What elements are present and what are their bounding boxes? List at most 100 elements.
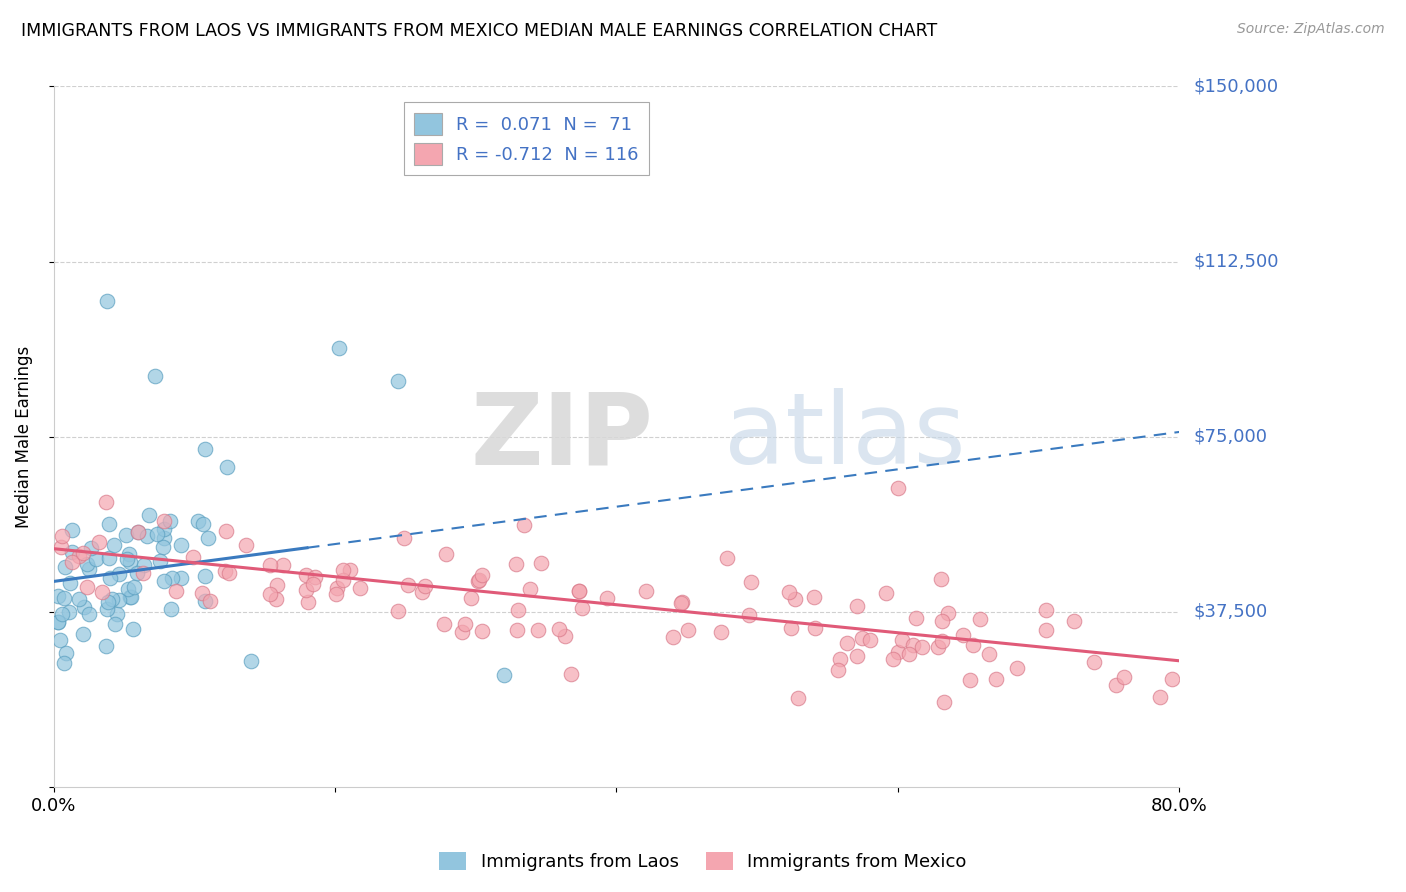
Point [136, 529, 159, 543]
Point [132, 566, 155, 580]
Point [434, 547, 457, 561]
Point [149, 553, 172, 567]
Text: atlas: atlas [470, 388, 966, 485]
Point [803, 591, 825, 605]
Text: $112,500: $112,500 [1194, 252, 1278, 270]
Point [304, 569, 326, 583]
Point [716, 551, 738, 566]
Legend: Immigrants from Laos, Immigrants from Mexico: Immigrants from Laos, Immigrants from Me… [432, 845, 974, 879]
Point [51, 529, 73, 543]
Point [170, 570, 193, 584]
Legend: R =  0.071  N =  71, R = -0.712  N = 116: R = 0.071 N = 71, R = -0.712 N = 116 [404, 103, 650, 176]
Point [138, 508, 160, 523]
Point [103, 538, 125, 552]
Point [190, 585, 212, 599]
Point [127, 525, 149, 540]
Point [118, 547, 141, 561]
Point [198, 593, 221, 607]
Point [125, 566, 148, 580]
Point [927, 640, 949, 654]
Point [339, 563, 361, 577]
Point [519, 582, 541, 596]
Point [60, 555, 83, 569]
Point [271, 558, 294, 572]
Point [60, 544, 83, 558]
Point [98, 551, 121, 566]
Point [662, 631, 685, 645]
Point [513, 518, 536, 533]
Point [911, 640, 934, 654]
Point [1112, 669, 1135, 683]
Point [127, 525, 149, 540]
Point [905, 611, 928, 625]
Point [1083, 656, 1105, 670]
Point [46, 615, 69, 629]
Point [738, 608, 761, 623]
Point [328, 342, 350, 356]
Point [505, 623, 527, 637]
Point [266, 578, 288, 592]
Point [392, 531, 415, 545]
Point [828, 651, 851, 665]
Point [530, 557, 553, 571]
Point [295, 582, 318, 597]
Point [152, 523, 174, 537]
Point [891, 632, 914, 647]
Point [84, 552, 107, 566]
Y-axis label: Median Male Earnings: Median Male Earnings [15, 345, 32, 528]
Point [506, 603, 529, 617]
Point [846, 599, 869, 613]
Point [239, 654, 262, 668]
Point [96, 294, 118, 309]
Point [505, 558, 527, 572]
Point [159, 514, 181, 528]
Point [53, 560, 76, 574]
Point [560, 667, 582, 681]
Point [1149, 690, 1171, 705]
Point [46, 589, 69, 603]
Point [76, 557, 98, 571]
Point [67, 549, 90, 563]
Point [931, 614, 953, 628]
Point [117, 551, 139, 566]
Point [87, 534, 110, 549]
Point [49, 541, 72, 555]
Point [554, 629, 576, 643]
Text: $75,000: $75,000 [1194, 427, 1267, 446]
Point [1005, 661, 1028, 675]
Point [901, 638, 924, 652]
Point [218, 566, 240, 581]
Text: Source: ZipAtlas.com: Source: ZipAtlas.com [1237, 22, 1385, 37]
Point [120, 590, 142, 604]
Point [932, 695, 955, 709]
Point [332, 573, 354, 587]
Point [969, 612, 991, 626]
Point [165, 583, 187, 598]
Point [568, 584, 591, 599]
Point [325, 587, 347, 601]
Point [97, 595, 120, 609]
Point [780, 621, 803, 635]
Point [153, 531, 176, 545]
Point [187, 514, 209, 528]
Point [387, 603, 409, 617]
Text: $37,500: $37,500 [1194, 603, 1267, 621]
Point [396, 578, 419, 592]
Point [710, 625, 733, 640]
Point [984, 672, 1007, 686]
Point [1105, 677, 1128, 691]
Point [115, 528, 138, 542]
Point [433, 616, 456, 631]
Point [929, 573, 952, 587]
Point [859, 632, 882, 647]
Point [596, 591, 619, 606]
Point [183, 549, 205, 564]
Point [803, 620, 825, 634]
Point [120, 555, 142, 569]
Point [467, 574, 489, 588]
Point [387, 374, 409, 388]
Point [295, 568, 318, 582]
Point [568, 583, 591, 598]
Point [492, 667, 515, 681]
Point [194, 442, 217, 456]
